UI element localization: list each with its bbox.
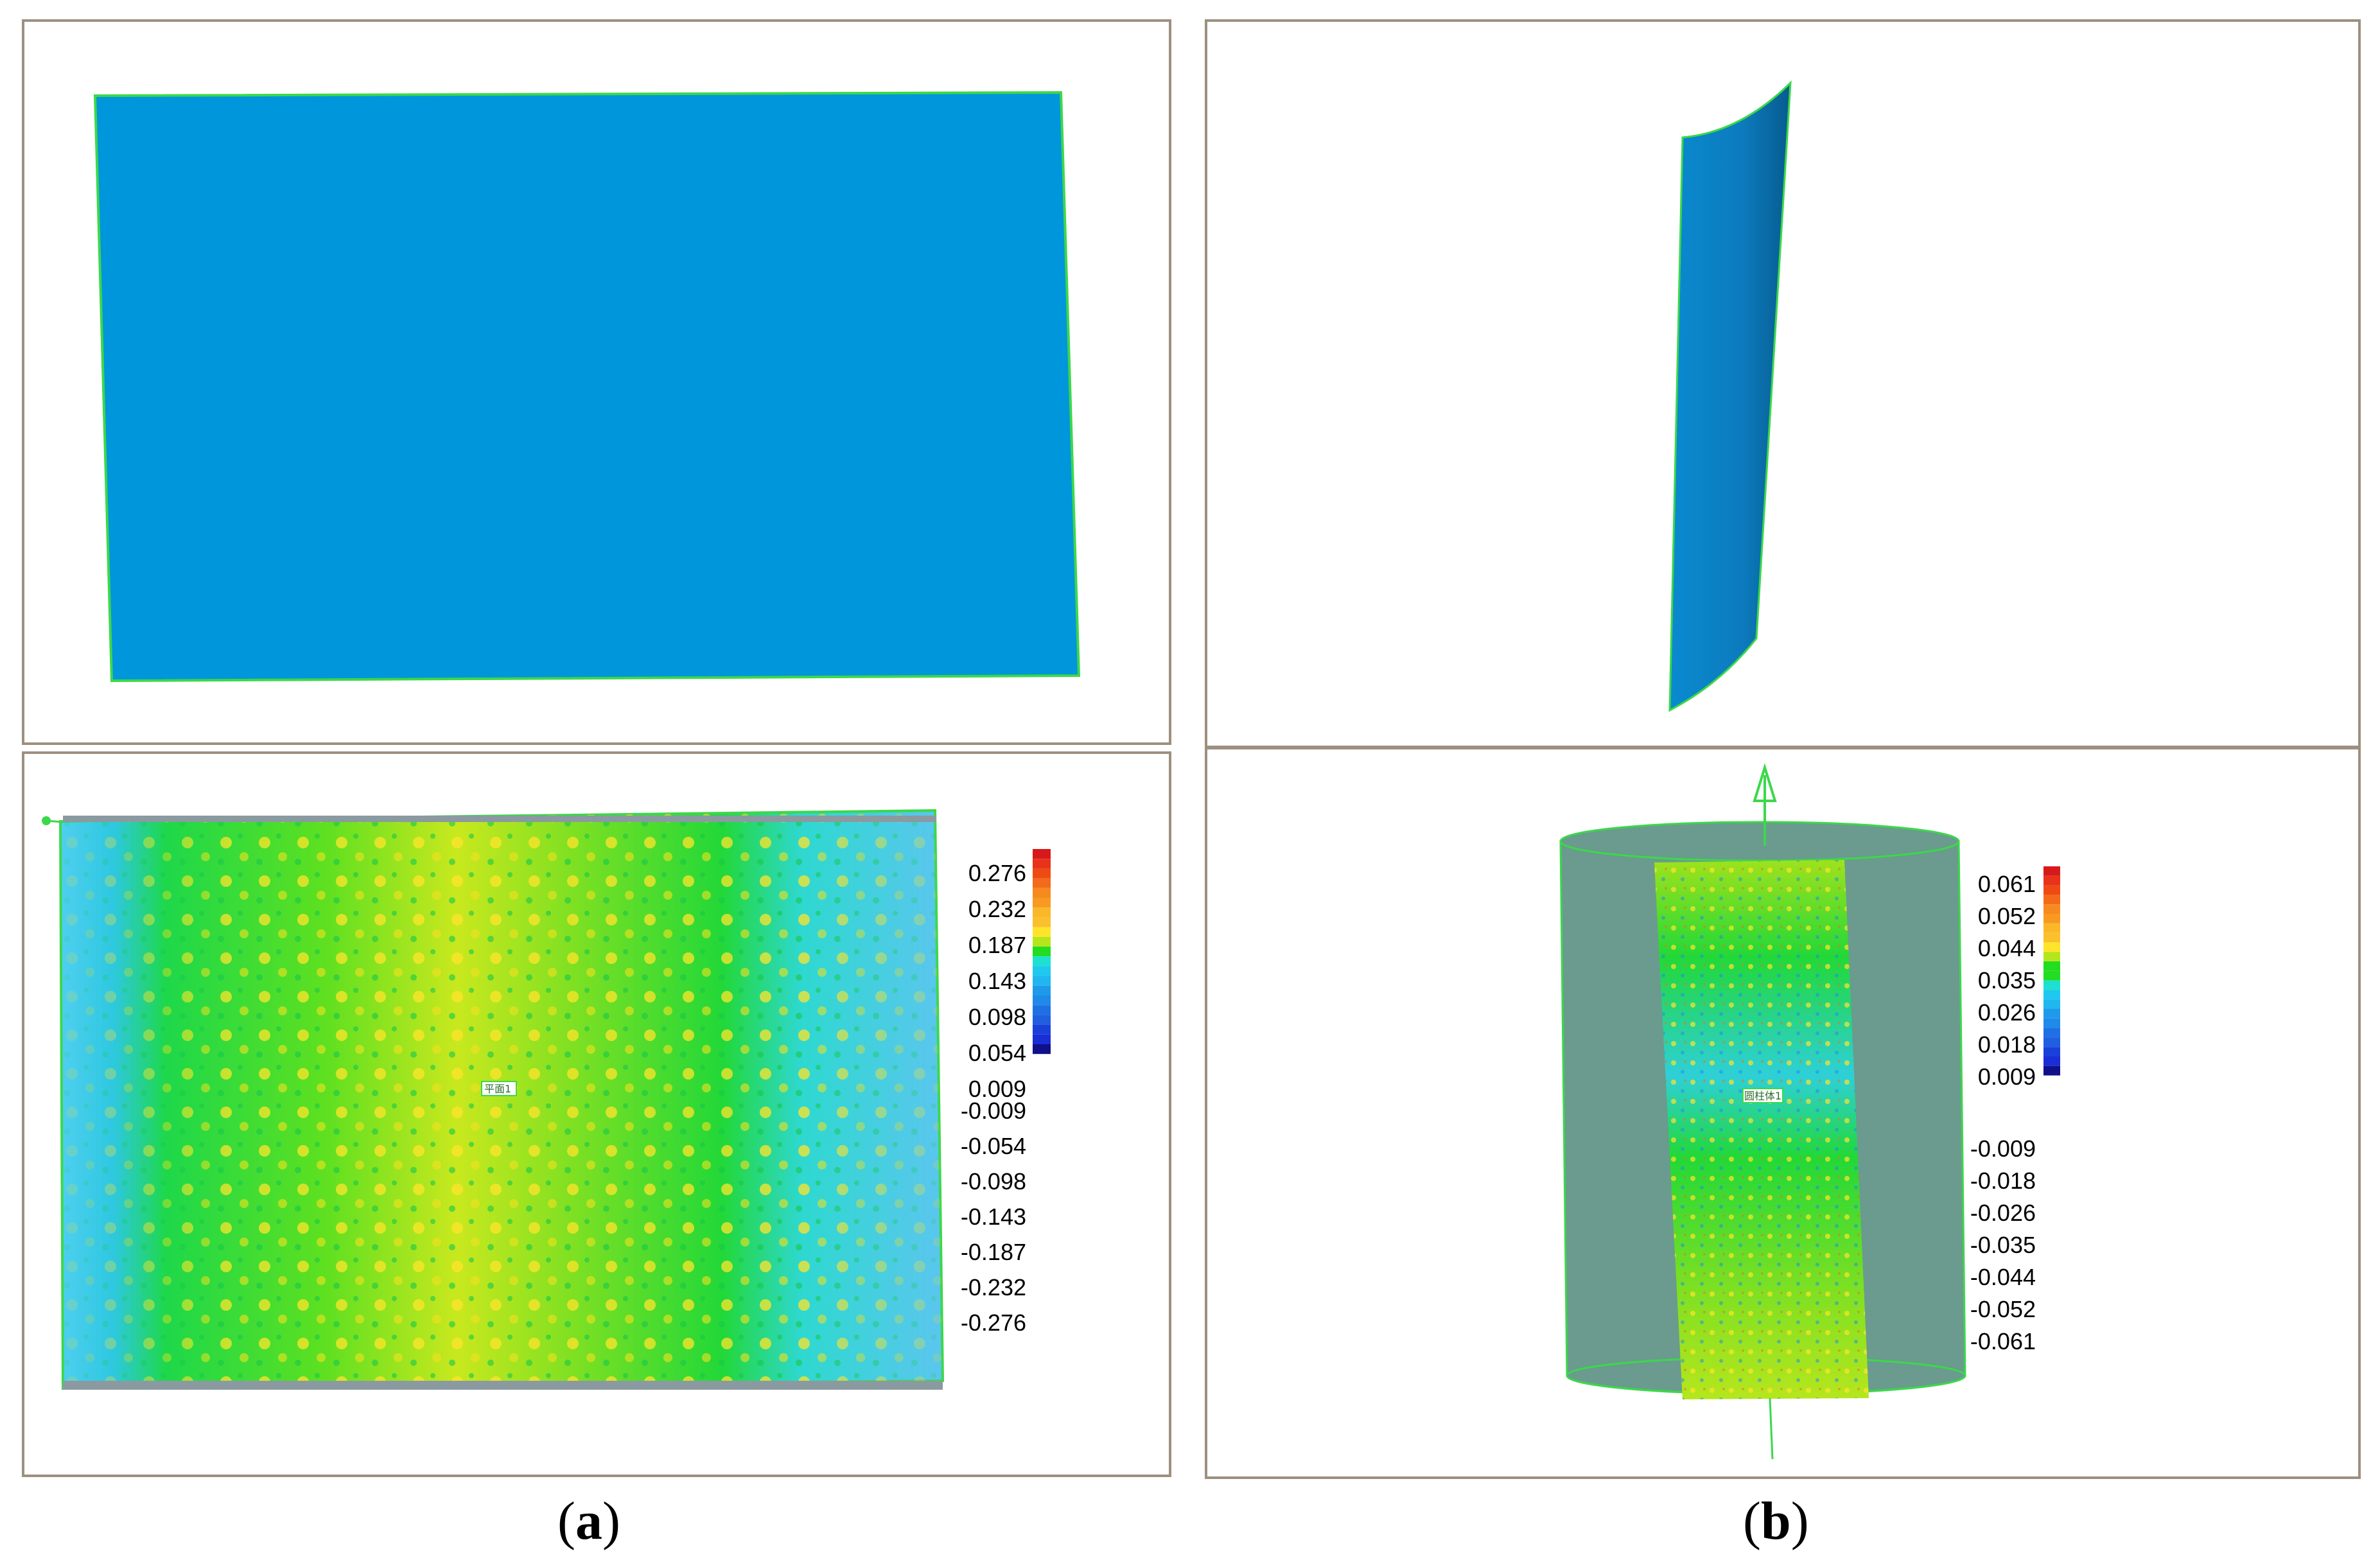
caption-a: (a) [557,1491,620,1551]
legend-b-swatch [2043,970,2060,981]
legend-a-label: -0.187 [961,1239,1026,1265]
legend-a-label: 0.009 [968,1076,1026,1102]
legend-b-label: -0.052 [1970,1296,2036,1322]
plane-deviation-view: 平面1 0.2760.2320.1870.1430.0980.0540.009-… [42,809,1051,1390]
legend-a-label: 0.187 [968,932,1026,958]
legend-b-swatch [2043,932,2060,943]
legend-b-label: 0.018 [1978,1031,2036,1058]
panel-b-cylinder-deviation: 圆柱体1 0.061 0.052 0.044 0.035 0.026 0.018 0.009… [1205,747,2361,1479]
legend-b-label: -0.035 [1970,1232,2036,1258]
legend-b-label: 0.026 [1978,999,2036,1026]
panel-a-plate-model [22,19,1171,745]
legend-b-swatch [2043,1009,2060,1019]
cylinder-deviation-view: 圆柱体1 0.061 0.052 0.044 0.035 0.026 0.018 0.009… [1559,763,2060,1460]
legend-a-label: 0.276 [968,860,1026,886]
legend-a-swatch [1033,1034,1051,1044]
legend-a-swatch [1033,917,1051,927]
legend-a-swatch [1033,947,1051,957]
legend-a-label: -0.009 [961,1098,1026,1124]
legend-b-label: -0.026 [1970,1200,2036,1226]
legend-b-label: 0.052 [1978,903,2036,929]
legend-a-swatch [1033,985,1051,995]
legend-a-swatch [1033,1015,1051,1025]
flat-plate-surface [93,91,1081,683]
legend-b-label: 0.061 [1978,871,2036,897]
legend-b-label: 0.035 [1978,967,2036,994]
legend-a-swatch [1033,966,1051,976]
legend-a-label: -0.276 [961,1309,1026,1336]
legend-b-swatch [2043,980,2060,990]
curved-model-view [1668,80,1792,712]
legend-b-label: -0.018 [1970,1168,2036,1194]
legend-b-swatch [2043,1056,2060,1066]
legend-b-swatch [2043,1028,2060,1038]
legend-b-swatch [2043,866,2060,876]
legend-b-swatch [2043,904,2060,914]
legend-a-swatch [1033,849,1051,859]
legend-b-swatch [2043,1047,2060,1056]
legend-b-swatch [2043,999,2060,1009]
legend-b-swatch [2043,1065,2060,1076]
legend-a-label: 0.054 [968,1040,1026,1066]
legend-a-swatch [1033,898,1051,908]
panel-b-curved-model [1205,19,2361,748]
legend-a-swatch [1033,1044,1051,1055]
legend-a-label: -0.054 [961,1133,1026,1159]
legend-a-label: 0.143 [968,968,1026,994]
deviation-color-legend-a: 0.276 0.232 0.187 0.143 0.098 0.054 0.009-0.00… [961,849,1051,1336]
plane-tag-label: 平面1 [484,1083,511,1095]
legend-a-swatch [1033,976,1051,986]
caption-a-letter: a [575,1491,602,1551]
legend-a-swatch [1033,888,1051,898]
legend-b-swatch [2043,885,2060,895]
legend-b-label: -0.009 [1970,1135,2036,1162]
legend-b-swatch [2043,952,2060,961]
cylinder-tag-label: 圆柱体1 [1744,1090,1781,1102]
legend-a-swatch [1033,956,1051,967]
legend-a-label: 0.232 [968,896,1026,922]
legend-b-label: -0.061 [1970,1328,2036,1354]
legend-a-label: -0.232 [961,1274,1026,1300]
legend-a-swatch [1033,878,1051,888]
legend-a-label: -0.143 [961,1204,1026,1230]
legend-a-swatch [1033,907,1051,918]
legend-b-swatch [2043,942,2060,952]
legend-b-swatch [2043,990,2060,1000]
deviation-color-legend-b: 0.061 0.052 0.044 0.035 0.026 0.018 0.009 -0.00… [1970,866,2060,1354]
legend-b-swatch [2043,1037,2060,1047]
legend-b-swatch [2043,923,2060,933]
caption-b-letter: b [1760,1491,1791,1551]
caption-b: (b) [1743,1491,1809,1551]
legend-b-swatch [2043,875,2060,886]
legend-a-swatch [1033,859,1051,869]
legend-a-swatch [1033,936,1051,947]
legend-b-label: -0.044 [1970,1264,2036,1290]
legend-a-label: -0.098 [961,1168,1026,1195]
legend-b-label: 0.009 [1978,1064,2036,1090]
legend-a-swatch [1033,995,1051,1006]
legend-a-swatch [1033,927,1051,937]
legend-a-swatch [1033,1005,1051,1015]
plane-tag-box [481,1081,517,1096]
cylinder-tag-box [1742,1088,1783,1103]
legend-a-swatch [1033,1024,1051,1035]
legend-b-swatch [2043,961,2060,971]
legend-b-swatch [2043,914,2060,924]
legend-b-swatch [2043,1018,2060,1028]
legend-b-label: 0.044 [1978,935,2036,961]
legend-a-label: 0.098 [968,1004,1026,1030]
legend-b-swatch [2043,895,2060,905]
cylinder-top-ellipse [1559,821,1960,862]
legend-a-swatch [1033,868,1051,879]
panel-a-deviation-map: 平面1 0.276 0.232 0.187 0.143 0.098 0.054 0.009-… [22,751,1171,1477]
plate-model-view [93,91,1081,683]
curved-panel-surface [1668,80,1792,712]
